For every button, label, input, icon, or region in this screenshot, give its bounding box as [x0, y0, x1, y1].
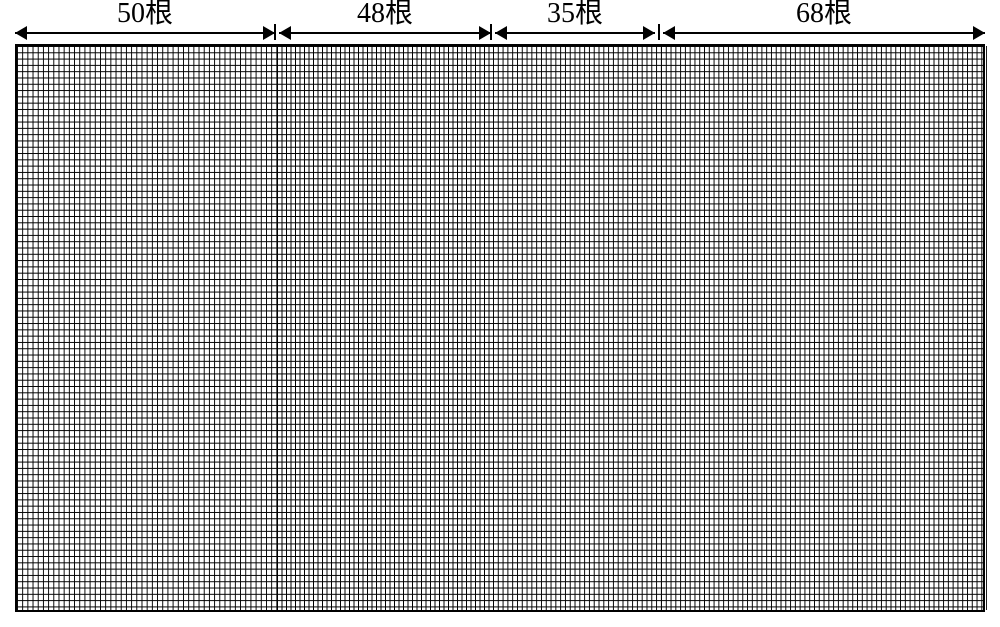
- arrowhead-left-icon: [15, 26, 27, 40]
- mesh-zone-3: [661, 46, 987, 610]
- dim-tick-1: [274, 24, 276, 40]
- dim-label-1: 48根: [279, 0, 491, 28]
- dim-segment-1: 48根: [279, 0, 491, 40]
- arrowhead-right-icon: [973, 26, 985, 40]
- arrowhead-left-icon: [495, 26, 507, 40]
- mesh-zone-2: [493, 46, 661, 610]
- arrowhead-left-icon: [663, 26, 675, 40]
- dim-arrow-2: [495, 32, 655, 34]
- figure-stage: 50根 48根 35根 68根: [0, 0, 1000, 627]
- dim-label-0: 50根: [15, 0, 275, 28]
- dim-tick-3: [658, 24, 660, 40]
- mesh-zone-1: [277, 46, 493, 610]
- dim-segment-0: 50根: [15, 0, 275, 40]
- dim-segment-2: 35根: [495, 0, 655, 40]
- dim-label-3: 68根: [663, 0, 985, 28]
- arrowhead-right-icon: [643, 26, 655, 40]
- dimension-row: 50根 48根 35根 68根: [0, 0, 1000, 40]
- mesh-grid: [15, 44, 985, 612]
- dim-segment-3: 68根: [663, 0, 985, 40]
- dim-tick-2: [490, 24, 492, 40]
- arrowhead-left-icon: [279, 26, 291, 40]
- dim-arrow-0: [15, 32, 275, 34]
- dim-arrow-3: [663, 32, 985, 34]
- dim-arrow-1: [279, 32, 491, 34]
- mesh-zone-0: [17, 46, 277, 610]
- dim-label-2: 35根: [495, 0, 655, 28]
